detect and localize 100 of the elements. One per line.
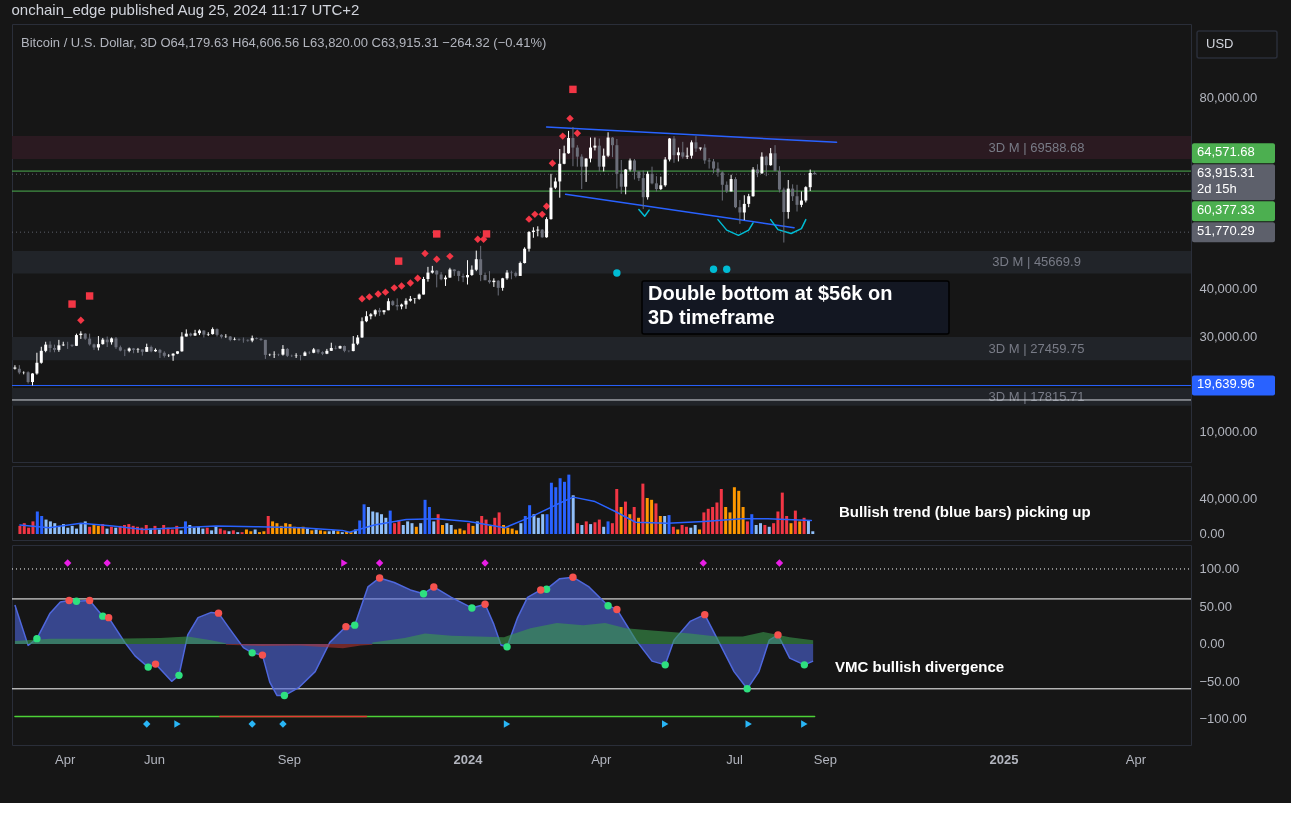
bar	[105, 528, 109, 534]
bar	[410, 523, 414, 534]
candlestick	[527, 230, 531, 253]
y-tick-label: 40,000.00	[1199, 490, 1258, 506]
bar	[698, 529, 702, 534]
line-series	[769, 218, 807, 235]
bar	[231, 530, 235, 534]
candlestick	[685, 147, 689, 160]
point	[481, 600, 489, 608]
candlestick	[606, 131, 610, 158]
bar	[114, 527, 118, 534]
point	[248, 649, 256, 657]
bar	[79, 523, 83, 534]
candlestick	[136, 347, 140, 354]
bar	[745, 521, 749, 534]
candlestick	[281, 344, 285, 357]
candlestick	[246, 338, 250, 343]
candlestick	[580, 153, 584, 190]
bar	[506, 527, 510, 534]
candlestick	[470, 264, 474, 277]
bar	[253, 529, 257, 534]
ref-line-label: 63,915.31 2d 15h	[1197, 165, 1255, 197]
candlestick	[764, 155, 768, 177]
bar	[380, 514, 383, 534]
bar	[401, 524, 405, 534]
y-tick-label: 100.00	[1199, 561, 1240, 577]
point	[421, 249, 429, 258]
bar	[641, 483, 645, 534]
bar	[179, 530, 183, 534]
candlestick	[742, 194, 746, 221]
bar	[754, 524, 758, 534]
x-tick-label: Apr	[591, 751, 613, 767]
point	[406, 279, 415, 287]
y-tick-label: 40,000.00	[1199, 280, 1258, 296]
candlestick	[808, 169, 812, 192]
bar	[793, 510, 797, 534]
point	[63, 559, 72, 567]
candlestick	[413, 297, 417, 305]
bar	[327, 531, 331, 534]
bar	[789, 523, 793, 534]
bar	[197, 526, 201, 534]
candlestick	[567, 130, 571, 155]
bar	[70, 525, 74, 534]
point	[538, 210, 546, 219]
bar	[406, 521, 410, 534]
chart-title: onchain_edge published Aug 25, 2024 11:17 UTC+2	[11, 1, 360, 18]
candlestick	[690, 139, 694, 160]
bar	[366, 507, 370, 534]
bar	[737, 490, 741, 534]
point	[775, 559, 784, 567]
bar	[319, 530, 322, 534]
candlestick	[641, 169, 645, 210]
bar	[602, 526, 606, 534]
bar	[288, 524, 292, 534]
point	[175, 671, 183, 680]
annotation: VMC bullish divergence	[835, 658, 1005, 675]
annotation: Double bottom at $56k on 3D timeframe	[648, 282, 893, 328]
candlestick	[610, 136, 614, 158]
point	[65, 596, 73, 605]
candlestick	[487, 270, 491, 285]
x-tick-label: Sep	[813, 751, 837, 767]
bar	[689, 527, 693, 534]
bar	[92, 524, 96, 534]
candlestick	[474, 250, 478, 272]
point	[77, 316, 85, 324]
bar	[741, 507, 745, 534]
point	[569, 573, 577, 581]
candlestick	[558, 148, 562, 199]
bar	[532, 514, 536, 534]
point	[662, 720, 669, 728]
point	[174, 720, 181, 728]
bar	[201, 528, 205, 534]
bar	[223, 530, 227, 534]
bar	[593, 522, 597, 534]
point	[85, 596, 94, 605]
candlestick	[263, 338, 267, 360]
bar	[218, 528, 222, 534]
candlestick	[479, 245, 483, 282]
candlestick	[703, 143, 707, 165]
point	[375, 574, 384, 582]
point	[723, 265, 731, 273]
bar	[323, 531, 327, 534]
candlestick	[549, 173, 553, 221]
point	[482, 230, 491, 238]
point	[397, 282, 406, 290]
ref-line-label: 19,639.96	[1197, 376, 1255, 392]
candlestick	[668, 137, 672, 162]
point	[375, 559, 384, 567]
bar	[109, 526, 113, 534]
candlestick	[13, 364, 17, 371]
candlestick	[158, 348, 162, 359]
bar	[488, 525, 492, 534]
candlestick	[786, 179, 790, 220]
point	[801, 720, 808, 728]
point	[548, 159, 557, 168]
bar	[18, 525, 22, 534]
x-tick-label: Apr	[1125, 751, 1147, 767]
point	[381, 288, 390, 296]
candlestick	[48, 340, 52, 353]
candlestick	[738, 199, 742, 225]
